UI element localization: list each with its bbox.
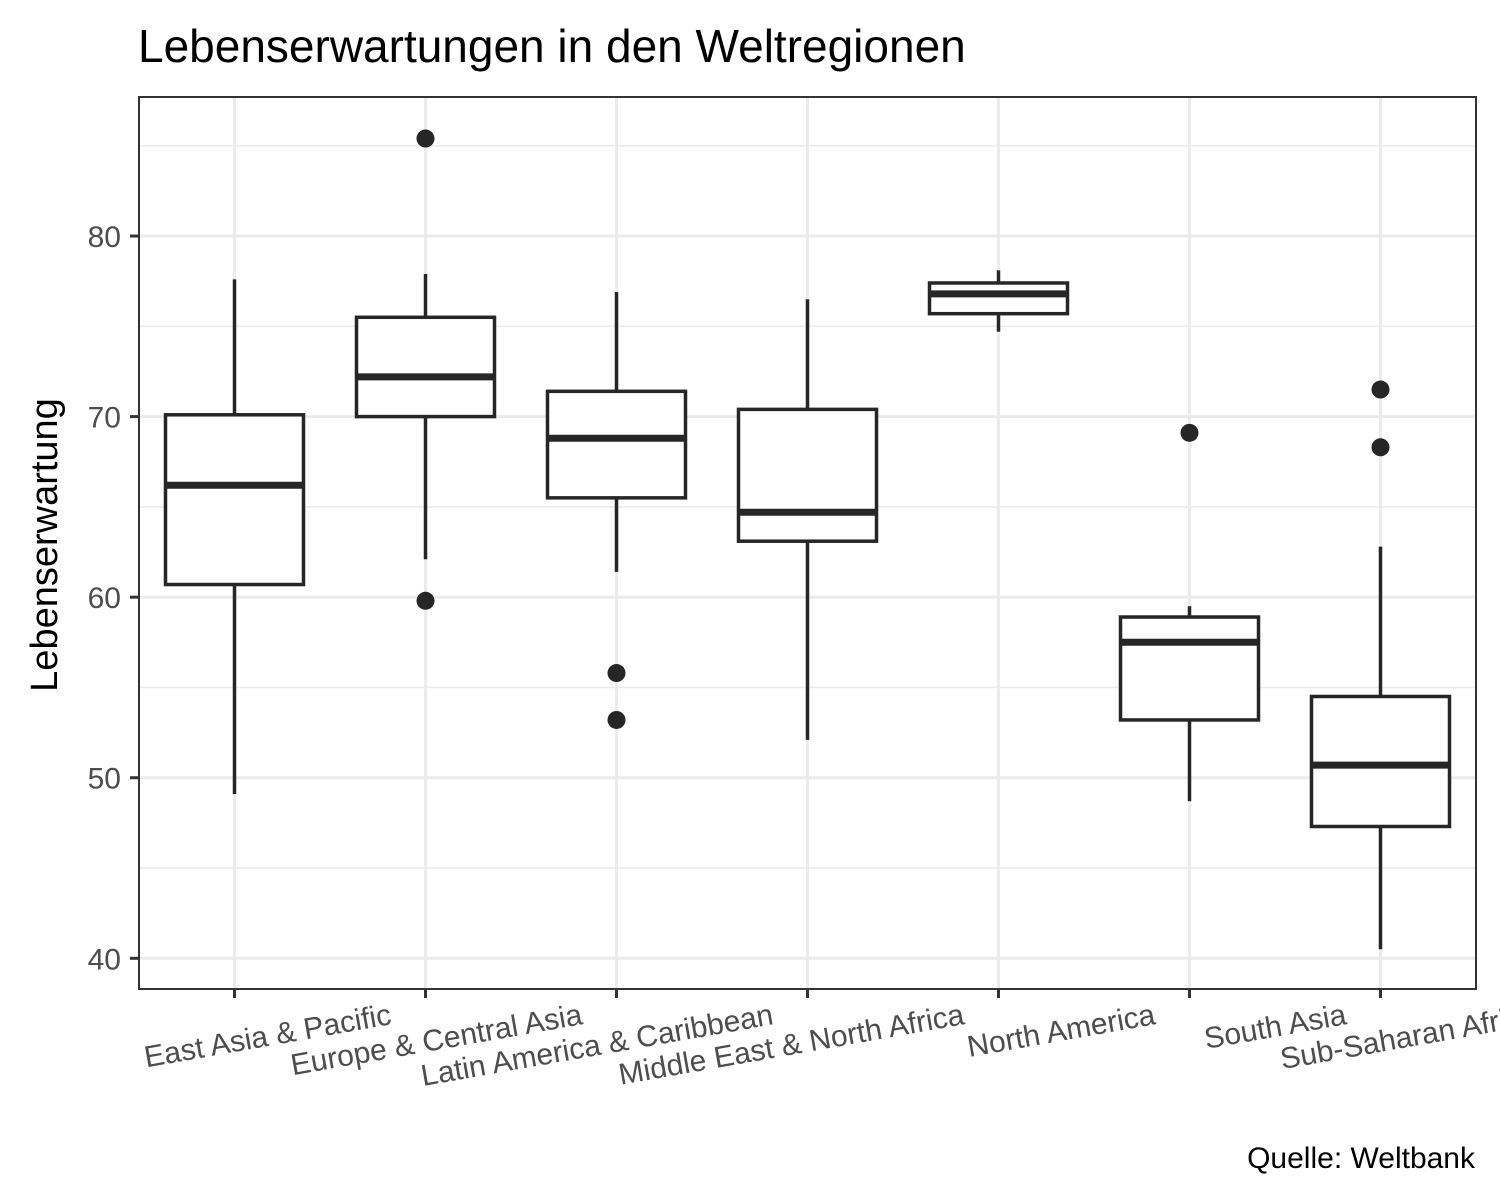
outlier-point — [1180, 423, 1199, 442]
box-sub-saharan-africa — [1309, 380, 1452, 950]
outlier-point — [1371, 380, 1390, 399]
y-axis: 40 50 60 70 80 — [88, 221, 139, 976]
iqr-box — [1309, 694, 1452, 829]
x-tick-label: North America — [965, 998, 1158, 1064]
panel-border — [138, 96, 1477, 990]
iqr-box — [163, 413, 306, 587]
chart-title: Lebenserwartungen in den Weltregionen — [138, 20, 966, 72]
iqr-box — [354, 315, 497, 419]
y-axis-label: Lebenserwartung — [24, 398, 66, 692]
box-latin-america-caribbean — [545, 292, 688, 729]
outlier-point — [416, 591, 435, 610]
y-tick-label: 40 — [88, 943, 121, 976]
iqr-box — [545, 389, 688, 500]
y-tick-label: 80 — [88, 221, 121, 254]
y-tick-label: 70 — [88, 402, 121, 435]
box-series — [163, 129, 1452, 950]
box-europe-central-asia — [354, 129, 497, 610]
outlier-point — [607, 710, 626, 729]
box-east-asia-pacific — [163, 279, 306, 794]
iqr-box — [1118, 615, 1261, 722]
iqr-box — [736, 407, 879, 543]
box-middle-east-north-africa — [736, 299, 879, 740]
source-caption: Quelle: Weltbank — [1247, 1142, 1476, 1175]
outlier-point — [1371, 438, 1390, 457]
outlier-point — [607, 664, 626, 683]
y-tick-label: 60 — [88, 582, 121, 615]
outlier-point — [416, 129, 435, 148]
box-north-america — [927, 270, 1070, 332]
box-south-asia — [1118, 423, 1261, 802]
y-tick-label: 50 — [88, 763, 121, 796]
iqr-box — [927, 281, 1070, 316]
